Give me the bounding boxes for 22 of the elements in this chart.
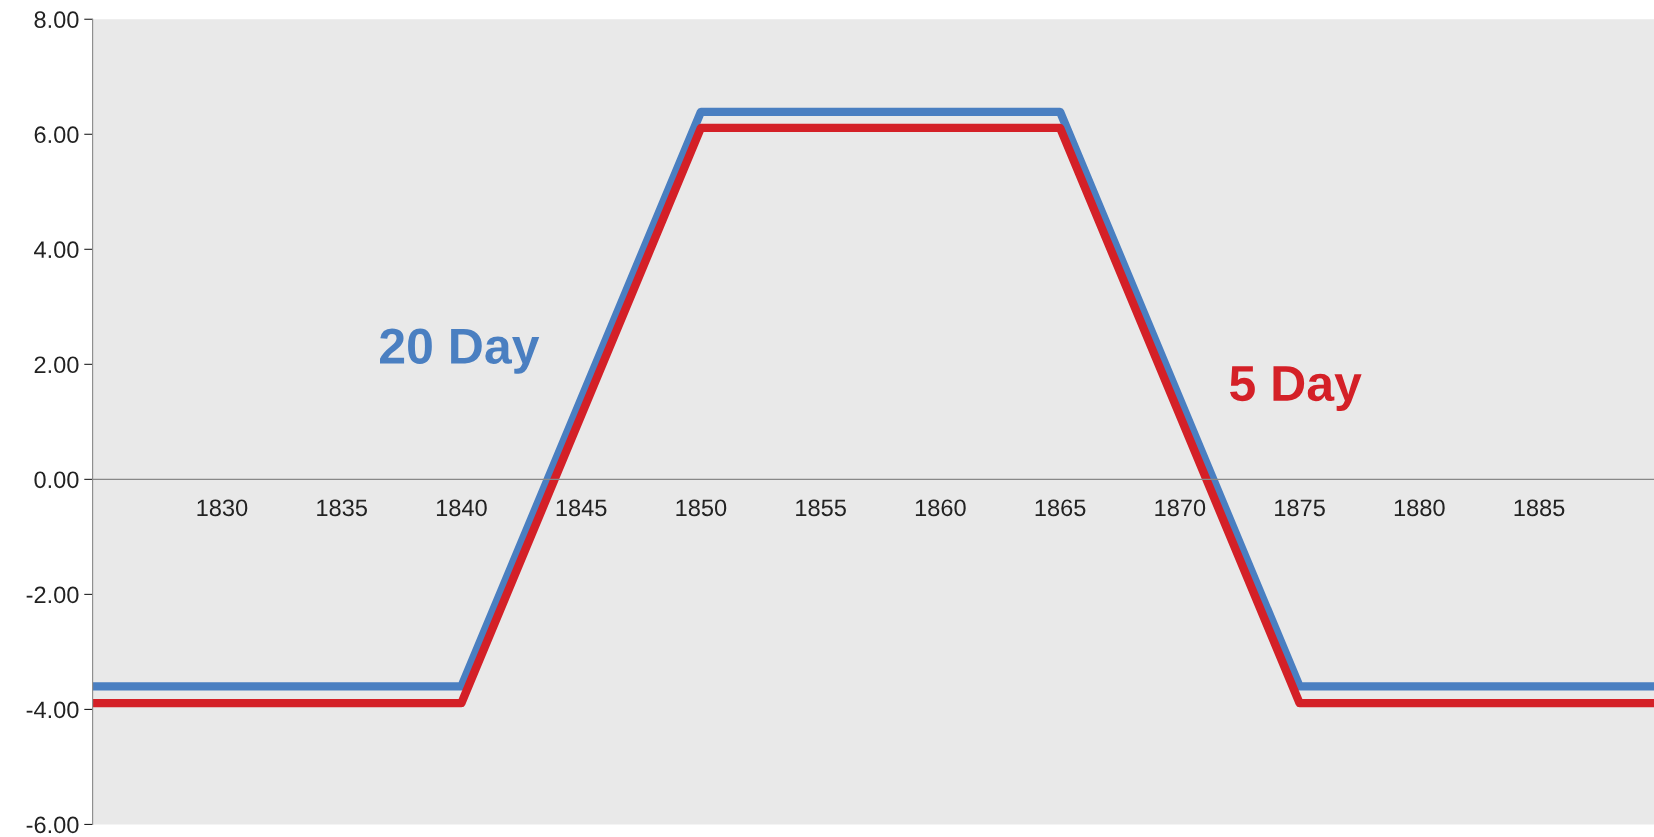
x-tick-label: 1880 — [1394, 499, 1445, 517]
series-label: 20 Day — [380, 328, 540, 374]
y-tick-label: -6.00 — [26, 816, 79, 834]
y-tick-label: 8.00 — [34, 11, 79, 29]
x-tick-label: 1865 — [1035, 499, 1086, 517]
y-tick-label: -2.00 — [26, 586, 79, 604]
y-tick-label: 2.00 — [34, 356, 79, 374]
y-tick-label: 4.00 — [34, 241, 79, 259]
x-tick-label: 1835 — [317, 499, 367, 517]
x-tick-label: 1840 — [436, 499, 487, 517]
series-label: 5 Day — [1229, 366, 1362, 412]
y-tick-label: -4.00 — [26, 701, 79, 719]
x-tick-label: 1885 — [1514, 499, 1565, 517]
x-tick-label: 1845 — [556, 499, 607, 517]
y-tick-label: 6.00 — [34, 126, 79, 144]
y-tick-label: 0.00 — [34, 471, 79, 489]
x-tick-label: 1860 — [915, 499, 966, 517]
x-tick-label: 1870 — [1155, 499, 1206, 517]
x-tick-label: 1850 — [676, 499, 727, 517]
x-tick-label: 1875 — [1275, 499, 1325, 517]
x-tick-label: 1855 — [796, 499, 846, 517]
x-tick-label: 1830 — [197, 499, 248, 517]
